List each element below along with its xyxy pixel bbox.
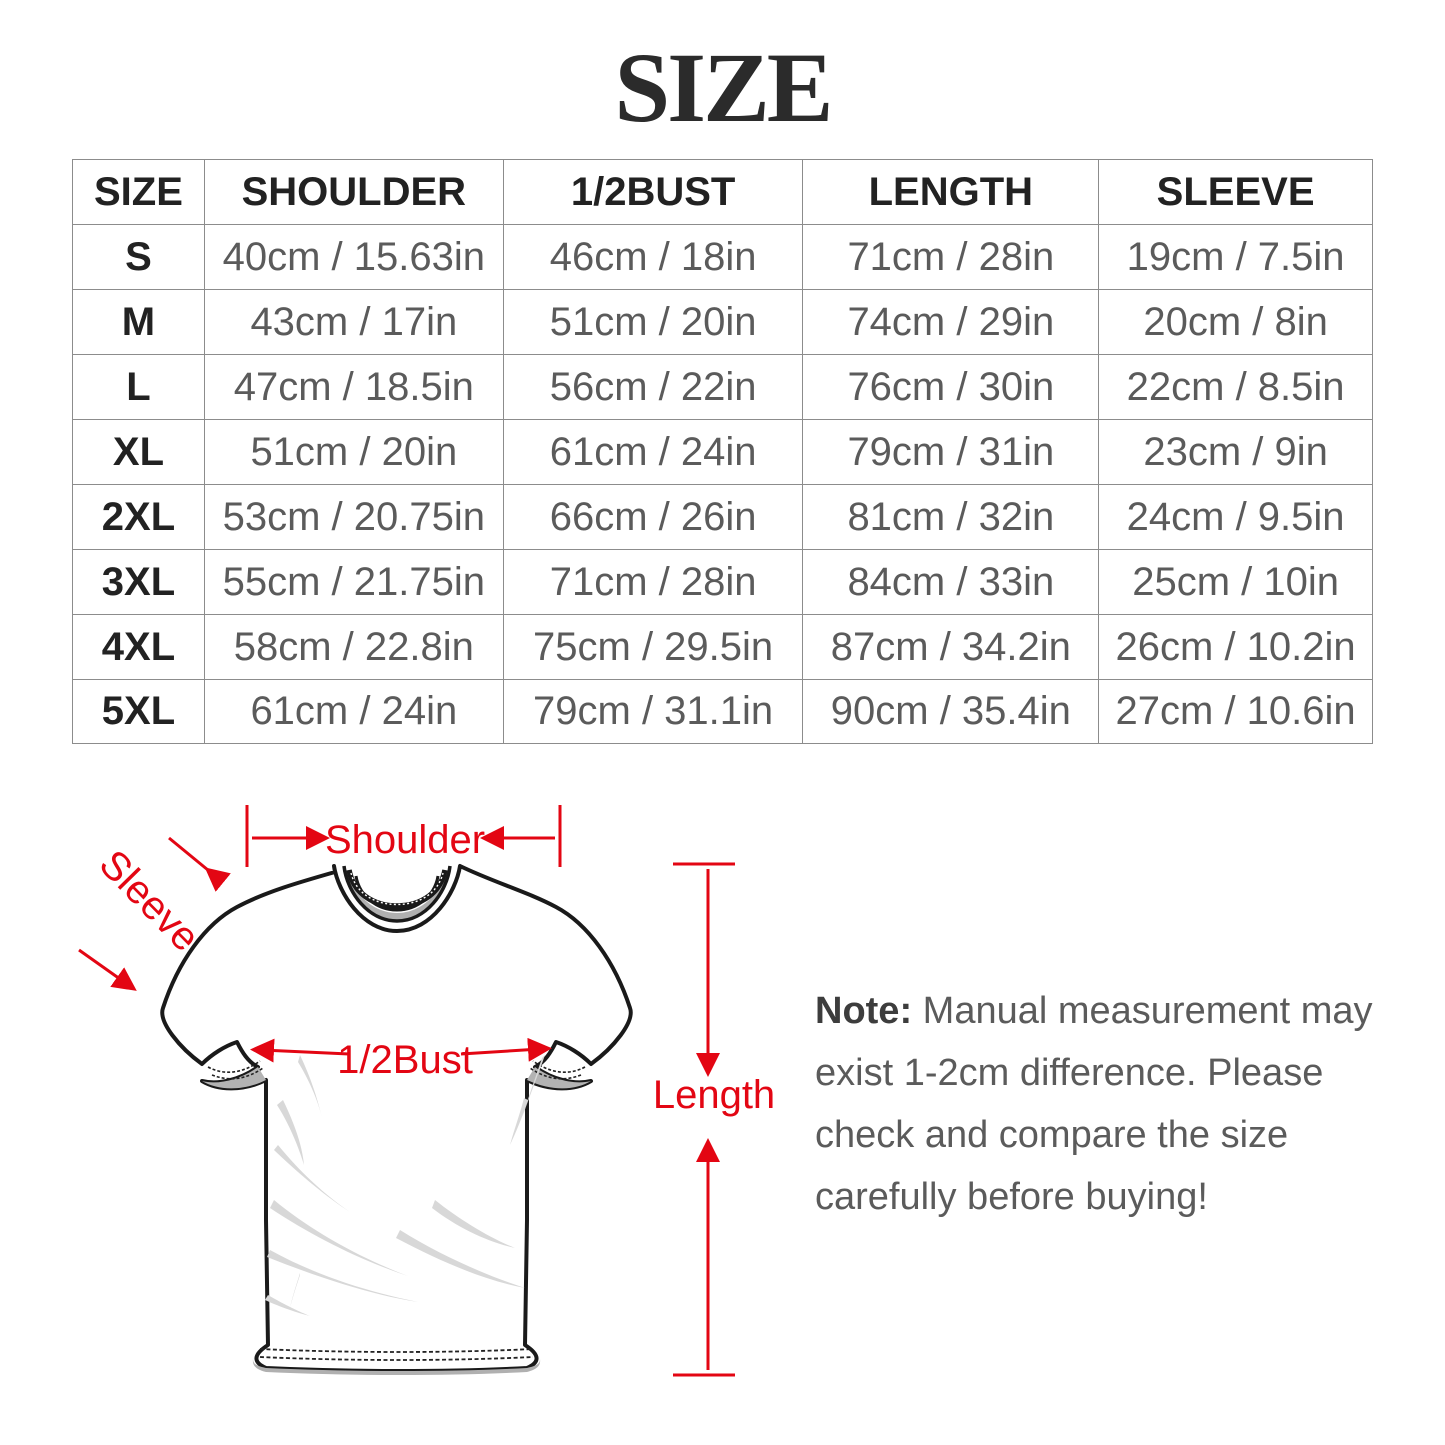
svg-text:1/2Bust: 1/2Bust xyxy=(337,1038,473,1082)
svg-text:Sleeve: Sleeve xyxy=(91,842,208,960)
svg-text:Length: Length xyxy=(653,1073,775,1117)
svg-text:Shoulder: Shoulder xyxy=(325,818,485,862)
